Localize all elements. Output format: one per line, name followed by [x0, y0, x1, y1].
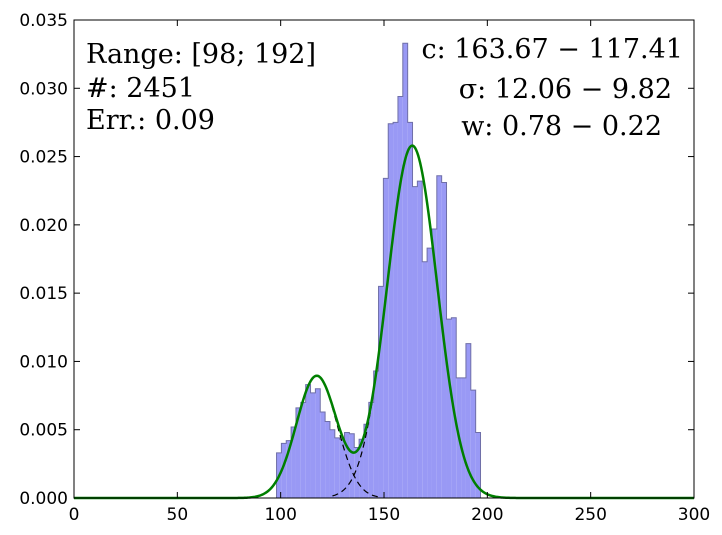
histogram-bar: [368, 402, 374, 498]
annotation-right: c: 163.67 − 117.41 σ: 12.06 − 9.82 w: 0.…: [421, 34, 683, 142]
histogram-bar: [359, 439, 364, 498]
histogram-outline: [276, 42, 482, 498]
histogram-bar: [329, 429, 335, 498]
histogram-bar: [383, 178, 389, 498]
histogram-bar: [300, 402, 306, 498]
annotation-weights: w: 0.78 − 0.22: [461, 111, 662, 142]
histogram-bar: [461, 377, 466, 498]
y-tick-label: 0.020: [19, 216, 68, 236]
histogram-bars: [276, 42, 482, 499]
x-tick-label: 300: [678, 505, 710, 525]
histogram-bar: [407, 122, 413, 498]
histogram-bar: [373, 370, 379, 498]
x-tick-label: 200: [471, 505, 503, 525]
histogram-bar: [388, 123, 394, 499]
histogram-bar: [334, 437, 340, 498]
y-axis: 0.000 0.005 0.010 0.015 0.020 0.025 0.030 0.035: [19, 11, 694, 509]
y-tick-label: 0.015: [19, 284, 68, 304]
x-tick-label: 0: [69, 505, 80, 525]
x-tick-label: 150: [368, 505, 400, 525]
histogram-bar: [397, 96, 403, 498]
histogram-bar: [354, 447, 360, 498]
y-tick-label: 0.000: [19, 489, 68, 509]
histogram-bar: [310, 392, 316, 498]
x-tick-label: 100: [264, 505, 296, 525]
histogram-bar: [344, 432, 350, 498]
histogram-bar: [393, 122, 398, 498]
histogram-bar: [281, 443, 287, 498]
histogram-bar: [446, 319, 452, 498]
x-tick-label: 250: [574, 505, 606, 525]
histogram-bar: [363, 424, 369, 498]
fit-component-curve: [332, 145, 492, 497]
histogram-bar: [339, 439, 345, 498]
histogram-bar: [465, 343, 471, 498]
histogram-bar: [475, 432, 481, 498]
y-tick-label: 0.010: [19, 352, 68, 372]
histogram-bar: [305, 384, 311, 498]
histogram-bar: [431, 228, 437, 498]
histogram-bar: [417, 181, 423, 498]
annotation-left: Range: [98; 192] #: 2451 Err.: 0.09: [86, 39, 316, 136]
histogram-bar: [427, 248, 432, 498]
histogram-bar: [295, 407, 301, 498]
annotation-count: #: 2451: [86, 73, 195, 104]
y-tick-label: 0.030: [19, 79, 68, 99]
histogram-bar: [291, 426, 296, 498]
annotation-error: Err.: 0.09: [86, 105, 215, 136]
histogram-bar: [286, 440, 292, 498]
y-tick-label: 0.035: [19, 11, 68, 31]
histogram-bar: [402, 43, 408, 499]
histogram-bar: [320, 411, 326, 498]
histogram-bar: [349, 433, 355, 498]
annotation-centers: c: 163.67 − 117.41: [421, 34, 683, 65]
y-tick-label: 0.005: [19, 421, 68, 441]
histogram-bar: [412, 186, 418, 499]
histogram-bar: [315, 388, 321, 498]
histogram-bar: [325, 421, 330, 498]
histogram-bar: [422, 261, 428, 498]
y-tick-label: 0.025: [19, 148, 68, 168]
annotation-range: Range: [98; 192]: [86, 39, 316, 70]
x-axis: 0 50 100 150 200 250 300: [69, 20, 710, 525]
x-tick-label: 50: [167, 505, 189, 525]
histogram-bar: [378, 286, 384, 498]
histogram-bar: [470, 390, 476, 498]
histogram-bar: [436, 175, 442, 499]
annotation-sigmas: σ: 12.06 − 9.82: [459, 74, 672, 105]
